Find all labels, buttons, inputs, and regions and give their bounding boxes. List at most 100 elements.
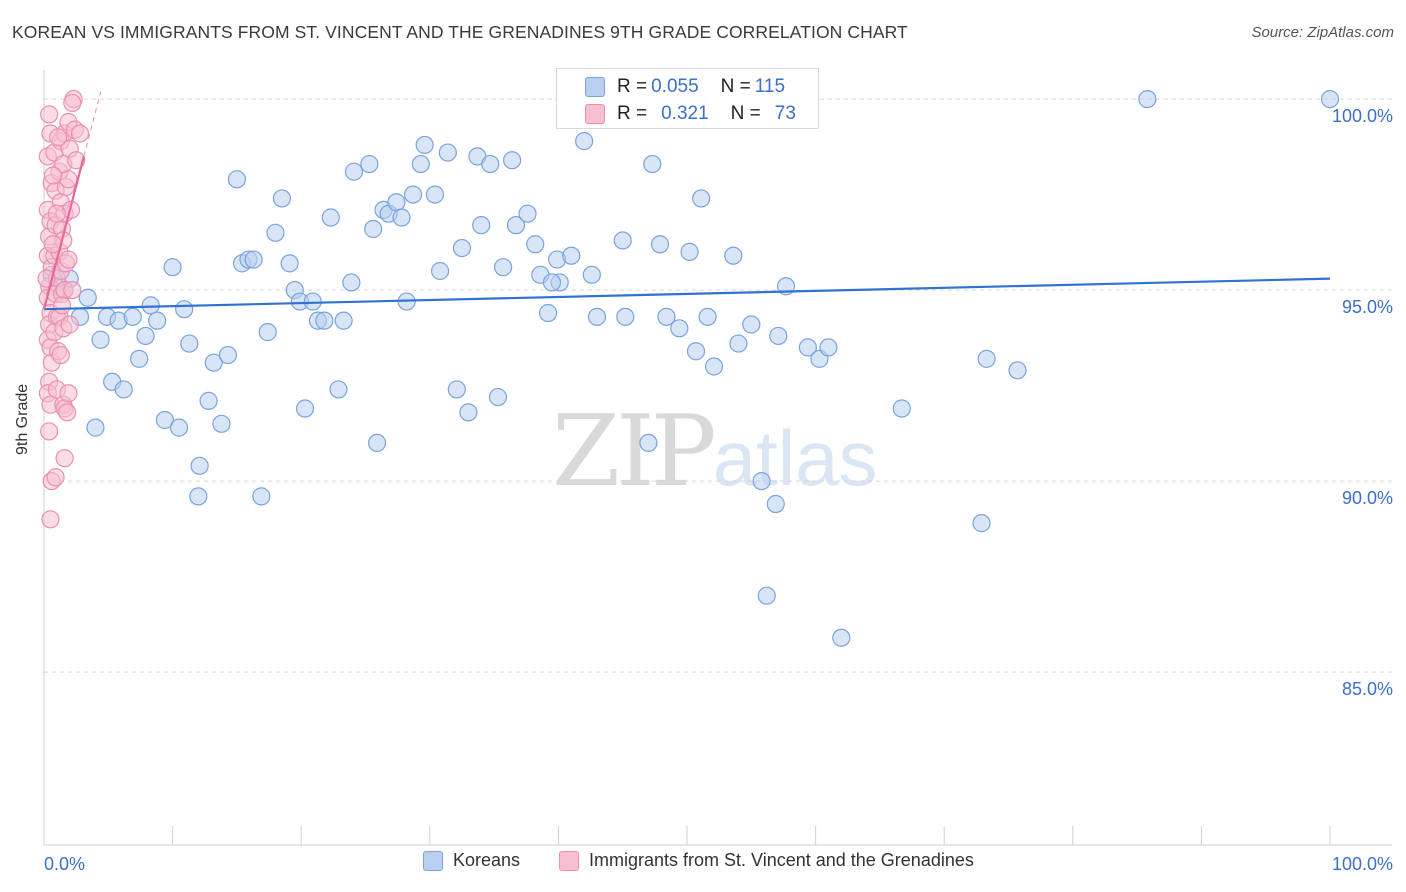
trend-extension-st-vincent — [83, 91, 102, 157]
korean-point — [680, 242, 699, 261]
st-vincent-point — [51, 345, 70, 365]
trend-line-koreans — [43, 277, 1331, 311]
watermark-zip: ZIP — [552, 395, 717, 509]
st-vincent-point — [70, 124, 90, 143]
korean-point — [494, 258, 513, 277]
korean-point — [613, 231, 632, 250]
korean-point — [258, 323, 277, 342]
korean-point — [364, 219, 383, 239]
korean-point — [819, 338, 838, 357]
korean-point — [227, 170, 246, 189]
korean-point — [459, 403, 478, 422]
korean-point — [542, 273, 562, 292]
y-tick-label: 95.0% — [1342, 297, 1393, 317]
korean-point — [582, 265, 601, 284]
st-vincent-point — [40, 105, 59, 124]
x-tick-label-min: 0.0% — [44, 854, 85, 874]
y-axis-label: 9th Grade — [14, 383, 31, 455]
st-vincent-point — [41, 510, 60, 529]
korean-point — [752, 472, 771, 491]
korean-point — [430, 261, 450, 281]
stats-box: R = 0.055 N = 115 R = 0.321 N = 73 — [556, 68, 819, 129]
korean-point — [1320, 89, 1340, 109]
korean-point — [91, 330, 110, 349]
korean-point — [562, 246, 581, 265]
korean-point — [616, 307, 635, 326]
legend-item-koreans[interactable]: Koreans — [423, 850, 520, 871]
korean-point — [199, 391, 218, 410]
korean-point — [539, 303, 558, 323]
legend-swatch-blue — [423, 850, 443, 871]
korean-point — [218, 345, 237, 365]
st-vincent-point — [46, 468, 65, 487]
korean-point — [189, 487, 208, 506]
trend-line-st-vincent — [42, 156, 85, 310]
korean-point — [518, 204, 537, 223]
korean-point — [657, 307, 676, 326]
korean-point — [130, 349, 149, 368]
korean-point — [315, 311, 334, 330]
korean-point — [503, 151, 522, 170]
korean-point — [280, 254, 299, 273]
korean-point — [334, 311, 353, 330]
korean-point — [78, 288, 97, 307]
korean-point — [303, 292, 322, 311]
korean-point — [757, 586, 776, 605]
n-label: N = — [720, 76, 751, 97]
legend: Koreans Immigrants from St. Vincent and … — [0, 850, 1406, 880]
korean-point — [692, 189, 711, 208]
axes — [43, 70, 1392, 846]
n-value: 73 — [774, 103, 796, 124]
st-vincent-point — [43, 166, 63, 185]
y-tick-label: 85.0% — [1342, 679, 1393, 699]
korean-point — [575, 132, 594, 151]
korean-point — [86, 418, 105, 437]
korean-point — [252, 487, 271, 506]
korean-point — [329, 380, 348, 399]
st-vincent-point — [63, 93, 82, 113]
korean-point — [832, 628, 851, 647]
korean-point — [190, 456, 209, 475]
korean-point — [403, 185, 423, 204]
korean-point — [367, 433, 387, 452]
r-value: 0.321 — [661, 103, 709, 124]
st-vincent-point — [55, 449, 74, 468]
korean-point — [360, 154, 379, 174]
st-vincent-point — [59, 170, 78, 189]
r-label: R = — [617, 103, 648, 124]
korean-point — [977, 349, 996, 368]
korean-point — [639, 433, 658, 452]
korean-point — [295, 399, 315, 418]
korean-point — [438, 143, 457, 162]
korean-point — [163, 258, 182, 277]
korean-point — [392, 208, 411, 227]
korean-point — [244, 250, 263, 269]
st-vincent-point — [58, 403, 77, 422]
series-koreans — [42, 89, 1340, 647]
korean-point — [212, 414, 231, 433]
legend-label-koreans: Koreans — [453, 850, 521, 870]
korean-point — [148, 311, 167, 330]
korean-point — [180, 334, 199, 353]
korean-point — [169, 418, 189, 437]
st-vincent-point — [63, 281, 82, 300]
stats-row-st-vincent: R = 0.321 N = 73 — [557, 100, 796, 128]
st-vincent-point — [47, 204, 66, 223]
korean-point — [769, 326, 788, 346]
korean-point — [266, 223, 285, 242]
source-credit: Source: ZipAtlas.com — [1251, 24, 1394, 41]
legend-item-st-vincent[interactable]: Immigrants from St. Vincent and the Gren… — [559, 850, 974, 871]
korean-point — [670, 319, 689, 338]
trend-lines — [42, 91, 1331, 311]
legend-label-st-vincent: Immigrants from St. Vincent and the Gren… — [589, 850, 974, 870]
x-tick-label-max: 100.0% — [1332, 854, 1393, 874]
korean-point — [415, 135, 434, 155]
korean-point — [506, 216, 526, 235]
watermark-atlas: atlas — [712, 414, 878, 502]
korean-point — [114, 380, 133, 399]
korean-point — [892, 399, 911, 418]
stats-swatch-blue — [585, 77, 605, 97]
korean-point — [587, 307, 607, 326]
st-vincent-point — [49, 128, 68, 147]
